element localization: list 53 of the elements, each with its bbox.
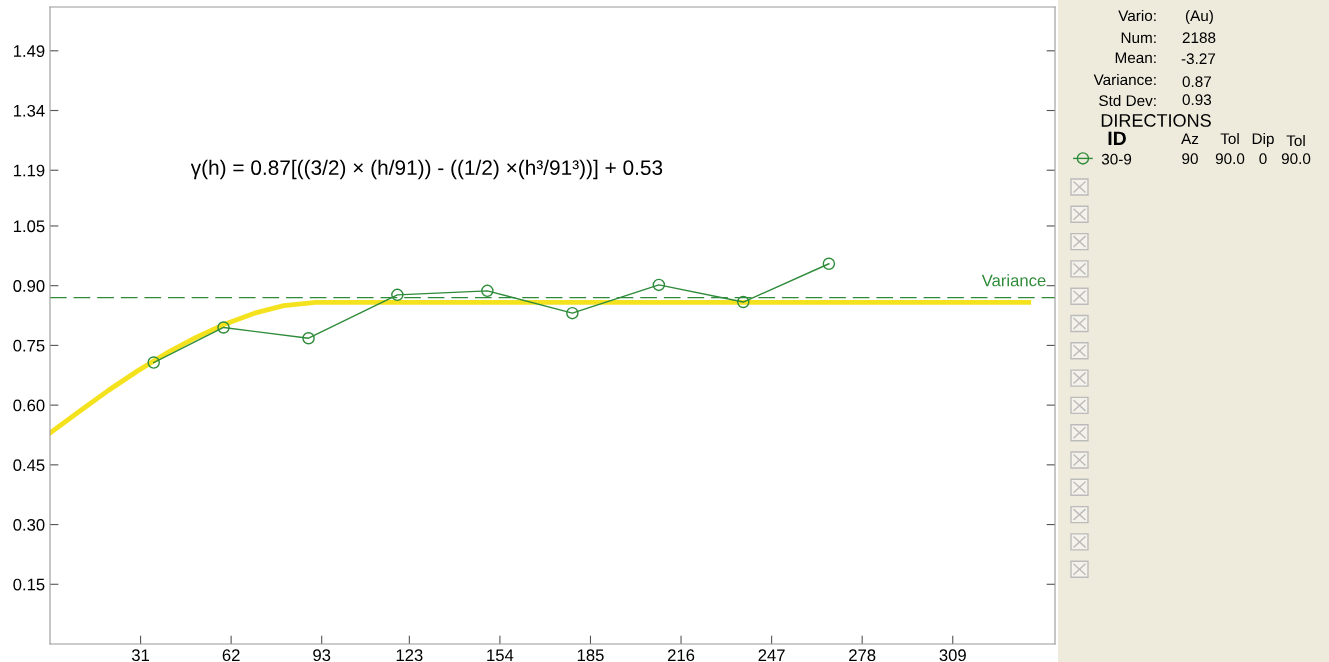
text: Az: [1181, 133, 1199, 144]
x-tick-label: 93: [313, 649, 331, 662]
point: [566, 306, 579, 320]
text: 0: [1259, 153, 1267, 165]
y-tick-label: 0.60: [13, 399, 45, 412]
x-tick-label: 216: [667, 649, 695, 662]
point: [652, 278, 666, 292]
text: 90: [1182, 153, 1198, 165]
text: Tol: [1220, 132, 1239, 145]
line-series: [50, 299, 1032, 436]
x-tick-label: 185: [577, 649, 604, 662]
text: (Au): [1185, 9, 1213, 25]
legend-label: 30-9: [1101, 153, 1132, 165]
x-tick-label: 62: [222, 649, 240, 662]
text: Tol: [1286, 134, 1305, 147]
x-tick-label: 247: [758, 649, 785, 661]
y-tick-label: 0.45: [13, 459, 45, 472]
y-tick-label: 1.49: [13, 45, 45, 57]
text: ID: [1108, 131, 1126, 146]
x-tick-label: 31: [131, 649, 150, 662]
x-tick-label: 154: [487, 649, 514, 662]
point: [737, 295, 750, 309]
text: Num:: [1121, 32, 1156, 44]
point: [217, 321, 230, 334]
y-tick-label: 0.90: [13, 280, 45, 292]
y-tick-label: 1.19: [13, 164, 45, 177]
text: Mean:: [1115, 52, 1156, 64]
text: Std Dev:: [1099, 94, 1156, 107]
text: 90.0: [1281, 153, 1311, 165]
point: [147, 356, 160, 369]
text: -3.27: [1181, 53, 1216, 65]
text: 0.87: [1182, 76, 1211, 88]
text: Variance:: [1093, 73, 1156, 86]
y-tick-label: 1.34: [13, 104, 45, 117]
text: Dip: [1252, 132, 1274, 148]
y-tick-label: 0.75: [13, 339, 45, 352]
ref-line-label: Variance: [981, 274, 1046, 287]
text: 2188: [1182, 32, 1216, 44]
y-tick-label: 0.30: [13, 518, 45, 531]
text: 90.0: [1215, 153, 1245, 165]
point: [302, 331, 315, 345]
annotation: γ(h) = 0.87[((3/2) × (h/91)) - ((1/2) ×(h³/91³))] + 0.53: [190, 159, 663, 180]
y-tick-label: 1.05: [13, 220, 45, 233]
point: [822, 257, 836, 271]
x-tick-label: 309: [939, 649, 966, 662]
x-tick-label: 123: [396, 649, 423, 662]
text: DIRECTIONS: [1101, 114, 1211, 127]
text: 0.93: [1182, 94, 1212, 106]
y-tick-label: 0.15: [13, 578, 45, 591]
point: [391, 288, 404, 302]
text: Vario:: [1118, 9, 1156, 22]
point: [481, 284, 494, 298]
x-tick-label: 278: [849, 649, 876, 662]
